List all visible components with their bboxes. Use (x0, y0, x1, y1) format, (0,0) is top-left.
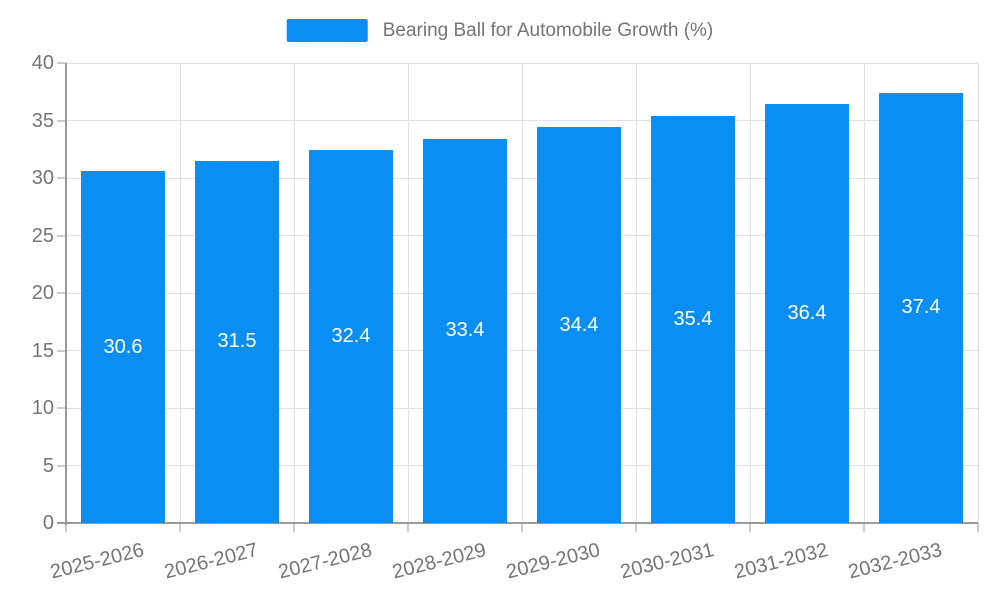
bar-value-label: 34.4 (559, 313, 599, 336)
vertical-gridline (635, 63, 637, 523)
bar[interactable]: 35.4 (651, 115, 735, 523)
y-axis-tick-label: 5 (42, 454, 54, 477)
legend-swatch (286, 19, 368, 42)
y-axis-tick (57, 177, 66, 179)
bar[interactable]: 36.4 (765, 104, 849, 523)
bar[interactable]: 37.4 (879, 92, 963, 523)
vertical-gridline (179, 63, 181, 523)
y-axis-tick-label: 10 (31, 397, 54, 419)
vertical-gridline (521, 63, 523, 523)
y-axis-line (65, 63, 67, 525)
bar-value-label: 30.6 (103, 335, 143, 358)
vertical-gridline (863, 63, 865, 523)
x-axis-tick (407, 523, 409, 532)
bar-value-label: 32.4 (331, 325, 371, 348)
y-axis-tick (57, 234, 66, 237)
y-axis-tick-label: 20 (31, 282, 54, 304)
x-axis-tick (521, 523, 523, 532)
bar[interactable]: 33.4 (423, 138, 507, 523)
vertical-gridline (407, 63, 409, 523)
legend-label: Bearing Ball for Automobile Growth (%) (382, 20, 714, 41)
bar-value-label: 35.4 (673, 307, 713, 330)
y-axis-tick-label: 30 (31, 167, 54, 189)
x-axis-tick (635, 523, 637, 532)
y-axis-tick-label: 40 (31, 52, 54, 74)
vertical-gridline (749, 63, 751, 523)
y-axis-tick-label: 15 (31, 339, 54, 362)
y-axis-tick (57, 349, 66, 352)
x-axis-tick (65, 523, 67, 532)
y-axis-tick (57, 62, 66, 64)
x-axis-tick (179, 523, 181, 532)
y-axis-tick-label: 35 (31, 109, 54, 132)
bar[interactable]: 32.4 (309, 150, 393, 523)
bar-value-label: 36.4 (787, 302, 827, 325)
bar[interactable]: 31.5 (195, 160, 279, 523)
x-axis-tick (293, 523, 295, 532)
y-axis-tick-label: 25 (31, 224, 54, 247)
bar[interactable]: 34.4 (537, 127, 621, 523)
x-axis-tick (977, 523, 979, 532)
bar-value-label: 33.4 (445, 319, 485, 342)
x-axis-line (57, 522, 978, 524)
chart-legend[interactable]: Bearing Ball for Automobile Growth (%) (286, 19, 714, 42)
x-axis-tick (749, 523, 751, 532)
y-axis-tick-label: 0 (42, 512, 54, 534)
bar-value-label: 31.5 (217, 330, 257, 353)
bar[interactable]: 30.6 (81, 171, 165, 523)
vertical-gridline (293, 63, 295, 523)
bar-value-label: 37.4 (901, 296, 941, 319)
y-axis-tick (57, 464, 66, 467)
vertical-gridline (977, 63, 979, 523)
y-axis-tick (57, 119, 66, 122)
y-axis-tick (57, 407, 66, 409)
x-axis-tick (863, 523, 865, 532)
y-axis-tick (57, 292, 66, 294)
